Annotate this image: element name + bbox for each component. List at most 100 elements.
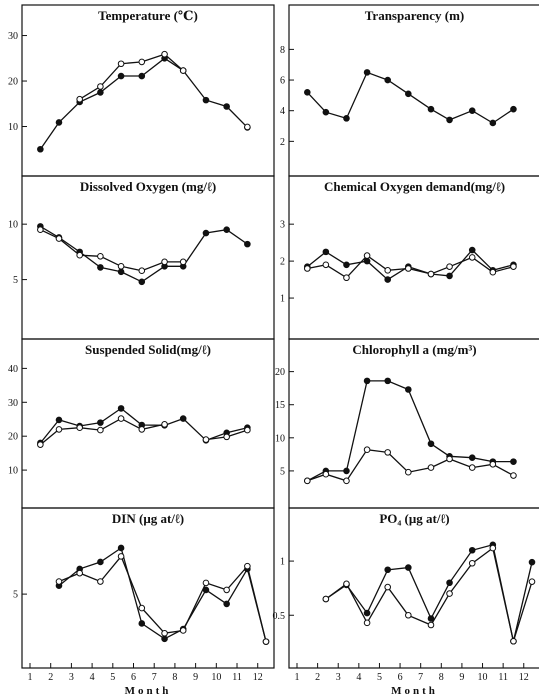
panel-title: DIN (μg at/ℓ) bbox=[112, 511, 184, 526]
data-point-filled bbox=[446, 272, 453, 280]
data-point-filled bbox=[97, 558, 104, 566]
panel-title: Temperature (℃) bbox=[98, 8, 198, 23]
data-point-filled bbox=[223, 103, 230, 110]
x-tick-label: 5 bbox=[377, 672, 382, 683]
data-point-open bbox=[427, 464, 435, 471]
series-line-filled bbox=[58, 546, 267, 642]
data-point-open bbox=[384, 449, 392, 456]
data-point-open bbox=[117, 415, 125, 422]
x-tick-label: 2 bbox=[48, 672, 53, 683]
data-point-open bbox=[363, 619, 371, 627]
data-point-open bbox=[97, 253, 104, 260]
panel-title: Chlorophyll a (mg/m³) bbox=[352, 342, 476, 357]
panels: Temperature (℃) 10 20 30 Transparency (m) 2 4 6… bbox=[8, 4, 539, 669]
data-point-filled bbox=[179, 415, 187, 422]
x-tick-label: 8 bbox=[439, 672, 444, 683]
data-point-filled bbox=[363, 609, 371, 617]
data-point-open bbox=[37, 226, 44, 234]
data-point-open bbox=[427, 621, 435, 629]
data-point-filled bbox=[363, 69, 371, 76]
data-point-open bbox=[55, 426, 63, 433]
data-point-open bbox=[489, 544, 497, 552]
y-tick-label: 10 bbox=[8, 466, 18, 477]
data-point-open bbox=[528, 578, 536, 585]
data-point-filled bbox=[510, 105, 517, 113]
y-tick-label: 30 bbox=[8, 31, 18, 42]
data-point-open bbox=[117, 60, 125, 68]
data-point-filled bbox=[343, 261, 350, 269]
x-tick-label: 7 bbox=[152, 672, 157, 683]
data-point-open bbox=[363, 252, 371, 259]
data-point-open bbox=[223, 433, 230, 441]
x-tick-label: 4 bbox=[90, 672, 95, 683]
data-point-open bbox=[489, 268, 497, 276]
data-point-open bbox=[55, 235, 63, 242]
data-point-filled bbox=[405, 386, 412, 393]
data-point-filled bbox=[384, 377, 392, 385]
data-point-open bbox=[244, 562, 251, 570]
data-point-open bbox=[304, 265, 311, 272]
data-point-open bbox=[161, 421, 168, 428]
data-point-filled bbox=[223, 226, 230, 234]
panel-frame bbox=[288, 4, 539, 177]
panel-frame bbox=[288, 507, 539, 669]
x-tick-label: 10 bbox=[478, 672, 488, 683]
x-tick-label: 8 bbox=[172, 672, 177, 683]
data-point-open bbox=[202, 436, 210, 443]
data-point-filled bbox=[138, 72, 146, 80]
data-point-filled bbox=[97, 264, 104, 271]
data-point-open bbox=[117, 553, 125, 560]
x-tick-label: 5 bbox=[110, 672, 115, 683]
y-tick-label: 15 bbox=[275, 400, 285, 411]
y-tick-label: 6 bbox=[280, 76, 285, 87]
x-tick-label: 10 bbox=[211, 672, 221, 683]
data-point-filled bbox=[446, 116, 453, 124]
data-point-open bbox=[244, 426, 251, 434]
data-point-filled bbox=[37, 145, 44, 153]
panel-frame bbox=[21, 338, 275, 509]
y-tick-label: 20 bbox=[275, 367, 285, 378]
x-tick-label: 3 bbox=[69, 672, 74, 683]
data-point-open bbox=[304, 477, 311, 485]
x-tick-label: 6 bbox=[398, 672, 403, 683]
data-point-filled bbox=[427, 105, 435, 113]
y-tick-label: 0.5 bbox=[273, 611, 286, 622]
y-tick-label: 1 bbox=[280, 557, 285, 568]
data-point-filled bbox=[468, 107, 476, 114]
data-point-filled bbox=[161, 635, 168, 643]
data-point-open bbox=[76, 569, 83, 577]
data-point-open bbox=[202, 579, 210, 587]
data-point-open bbox=[405, 611, 412, 619]
panel-frame bbox=[21, 175, 275, 340]
data-point-filled bbox=[427, 615, 435, 622]
x-tick-label: 9 bbox=[459, 672, 464, 683]
data-point-open bbox=[161, 629, 168, 637]
data-point-open bbox=[262, 638, 270, 645]
data-point-open bbox=[179, 258, 187, 266]
data-point-open bbox=[138, 604, 146, 612]
data-point-open bbox=[179, 627, 187, 634]
x-tick-label: 1 bbox=[28, 672, 33, 683]
x-tick-label: 4 bbox=[356, 672, 361, 683]
data-point-open bbox=[161, 50, 168, 58]
data-point-filled bbox=[384, 276, 392, 283]
data-point-open bbox=[405, 468, 412, 476]
data-point-filled bbox=[489, 119, 497, 127]
data-point-open bbox=[510, 637, 517, 645]
data-point-open bbox=[322, 261, 330, 269]
data-point-open bbox=[510, 472, 517, 479]
panel-2: Transparency (m) 2 4 6 8 bbox=[280, 4, 539, 177]
data-point-open bbox=[37, 441, 44, 448]
data-point-open bbox=[117, 262, 125, 270]
series-line-open bbox=[307, 449, 514, 482]
panel-1: Temperature (℃) 10 20 30 bbox=[8, 4, 275, 177]
y-tick-label: 5 bbox=[280, 466, 285, 477]
data-point-filled bbox=[244, 240, 251, 248]
y-tick-label: 30 bbox=[8, 398, 18, 409]
series-line-filled bbox=[39, 57, 248, 150]
data-point-open bbox=[343, 580, 350, 588]
data-point-filled bbox=[322, 108, 330, 116]
data-point-filled bbox=[117, 72, 125, 80]
panel-7: DIN (μg at/ℓ) 5 bbox=[13, 507, 275, 669]
